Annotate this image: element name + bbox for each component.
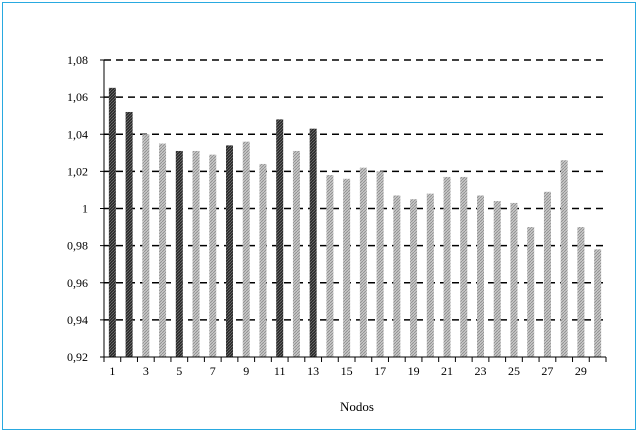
- bars: [108, 87, 602, 358]
- bar: [510, 202, 518, 357]
- x-tick-label: 9: [243, 364, 249, 378]
- bar: [276, 119, 284, 358]
- y-tick-label: 0,96: [67, 276, 88, 290]
- x-tick-label: 27: [541, 364, 553, 378]
- x-tick-label: 21: [441, 364, 453, 378]
- bar: [594, 249, 602, 357]
- bar: [142, 134, 150, 357]
- bar: [359, 167, 367, 357]
- y-tick-label: 0,98: [67, 239, 88, 253]
- y-tick-label: 1: [82, 202, 88, 216]
- bar: [242, 141, 250, 357]
- bar: [393, 195, 401, 357]
- bar: [560, 160, 568, 357]
- y-tick-labels: 0,92 0,94 0,96 0,98 1 1,02 1,04 1,06 1,08: [67, 53, 88, 364]
- bar: [577, 227, 585, 357]
- bar: [292, 150, 300, 357]
- bar: [376, 171, 384, 357]
- y-tick-label: 0,92: [67, 350, 88, 364]
- chart-frame: [2, 2, 636, 430]
- bar: [326, 175, 334, 357]
- y-tick-label: 1,06: [67, 90, 88, 104]
- x-tick-label: 7: [210, 364, 216, 378]
- axes: [100, 59, 607, 362]
- bar: [259, 163, 267, 357]
- bar: [443, 176, 451, 357]
- bar: [192, 150, 200, 357]
- bar: [108, 87, 116, 357]
- bar: [209, 154, 217, 357]
- bar: [175, 150, 183, 357]
- bar: [543, 191, 551, 357]
- bar: [309, 128, 317, 357]
- bar: [410, 199, 418, 357]
- bar: [426, 193, 434, 357]
- x-tick-label: 17: [374, 364, 386, 378]
- x-tick-label: 25: [508, 364, 520, 378]
- x-axis-label: Nodos: [340, 399, 374, 414]
- x-tick-label: 15: [341, 364, 353, 378]
- bar: [226, 145, 233, 357]
- x-tick-label: 3: [143, 364, 149, 378]
- x-tick-labels: 1 3 5 7 9 11 13 15 17 19 21 23 25 27 29: [109, 364, 587, 378]
- x-tick-label: 5: [176, 364, 182, 378]
- x-tick-label: 13: [307, 364, 319, 378]
- bar: [125, 111, 133, 357]
- x-tick-label: 1: [109, 364, 115, 378]
- bar: [343, 178, 351, 357]
- x-tick-label: 29: [575, 364, 587, 378]
- y-tick-label: 0,94: [67, 313, 88, 327]
- bar: [460, 176, 468, 357]
- y-tick-label: 1,04: [67, 127, 88, 141]
- x-tick-label: 23: [475, 364, 487, 378]
- y-tick-label: 1,02: [67, 164, 88, 178]
- y-tick-label: 1,08: [67, 53, 88, 67]
- bar: [159, 143, 167, 357]
- bar: [477, 195, 484, 357]
- x-tick-label: 11: [274, 364, 286, 378]
- bar: [527, 227, 535, 357]
- bar: [493, 201, 501, 357]
- x-tick-label: 19: [408, 364, 420, 378]
